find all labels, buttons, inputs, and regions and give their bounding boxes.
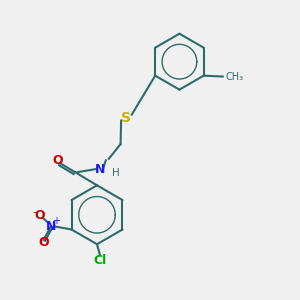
Text: +: +: [52, 216, 60, 226]
Text: O: O: [34, 209, 45, 222]
Text: Cl: Cl: [93, 254, 106, 267]
Text: S: S: [122, 111, 131, 124]
Text: -: -: [32, 207, 36, 217]
Text: N: N: [46, 220, 56, 233]
Text: H: H: [112, 168, 119, 178]
Text: N: N: [95, 163, 105, 176]
Text: CH₃: CH₃: [226, 72, 244, 82]
Text: O: O: [38, 236, 49, 249]
Text: O: O: [52, 154, 63, 167]
